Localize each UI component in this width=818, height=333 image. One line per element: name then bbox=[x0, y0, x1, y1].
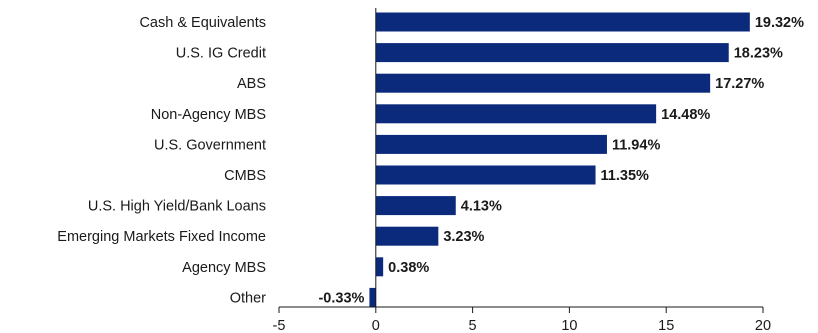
bar-abs bbox=[375, 73, 711, 93]
value-label-abs: 17.27% bbox=[715, 76, 764, 92]
bar-u-s-ig-credit bbox=[375, 43, 729, 63]
category-label-u-s-ig-credit: U.S. IG Credit bbox=[176, 46, 266, 62]
value-labels-group: 19.32% 18.23% 17.27% 14.48%11.94% 11.35% 4.13… bbox=[318, 15, 804, 306]
value-label-u-s-ig-credit: 18.23% bbox=[734, 46, 783, 62]
bar-cash-equivalents bbox=[375, 12, 750, 32]
bar-u-s-high-yield-bank-loans bbox=[375, 196, 456, 216]
value-label-agency-mbs: 0.38% bbox=[388, 260, 429, 276]
bar-agency-mbs bbox=[375, 257, 384, 277]
category-label-other: Other bbox=[230, 290, 266, 306]
category-label-u-s-government: U.S. Government bbox=[154, 137, 266, 153]
x-tick-label: -5 bbox=[273, 318, 286, 333]
x-tick-label: 15 bbox=[658, 318, 674, 333]
category-label-emerging-markets-fixed-income: Emerging Markets Fixed Income bbox=[57, 229, 266, 245]
value-label-u-s-government: 11.94% bbox=[612, 137, 660, 153]
value-label-cash-equivalents: 19.32% bbox=[755, 15, 804, 31]
x-tick-label: 5 bbox=[469, 318, 477, 333]
bar-emerging-markets-fixed-income bbox=[375, 226, 439, 246]
category-label-non-agency-mbs: Non-Agency MBS bbox=[151, 107, 266, 123]
bar-cmbs bbox=[375, 165, 596, 185]
category-labels-group: Cash & Equivalents U.S. IG Credit ABS Non-A… bbox=[57, 15, 266, 306]
value-label-cmbs: 11.35% bbox=[601, 168, 649, 184]
bars-group bbox=[369, 12, 750, 307]
bar-other bbox=[369, 287, 376, 307]
value-label-non-agency-mbs: 14.48% bbox=[661, 107, 710, 123]
x-tick-label: 10 bbox=[561, 318, 577, 333]
category-label-cmbs: CMBS bbox=[224, 168, 266, 184]
category-label-cash-equivalents: Cash & Equivalents bbox=[139, 15, 266, 31]
category-label-abs: ABS bbox=[237, 76, 266, 92]
x-ticks-group: -5 0 5 10 15 20 bbox=[273, 307, 771, 333]
value-label-emerging-markets-fixed-income: 3.23% bbox=[443, 229, 484, 245]
bar-non-agency-mbs bbox=[375, 104, 657, 124]
x-tick-label: 0 bbox=[372, 318, 380, 333]
category-label-agency-mbs: Agency MBS bbox=[182, 260, 266, 276]
bar-u-s-government bbox=[375, 134, 607, 154]
x-tick-label: 20 bbox=[755, 318, 771, 333]
value-label-other: -0.33% bbox=[318, 290, 364, 306]
value-label-u-s-high-yield-bank-loans: 4.13% bbox=[461, 199, 502, 215]
category-label-u-s-high-yield-bank-loans: U.S. High Yield/Bank Loans bbox=[88, 199, 266, 215]
